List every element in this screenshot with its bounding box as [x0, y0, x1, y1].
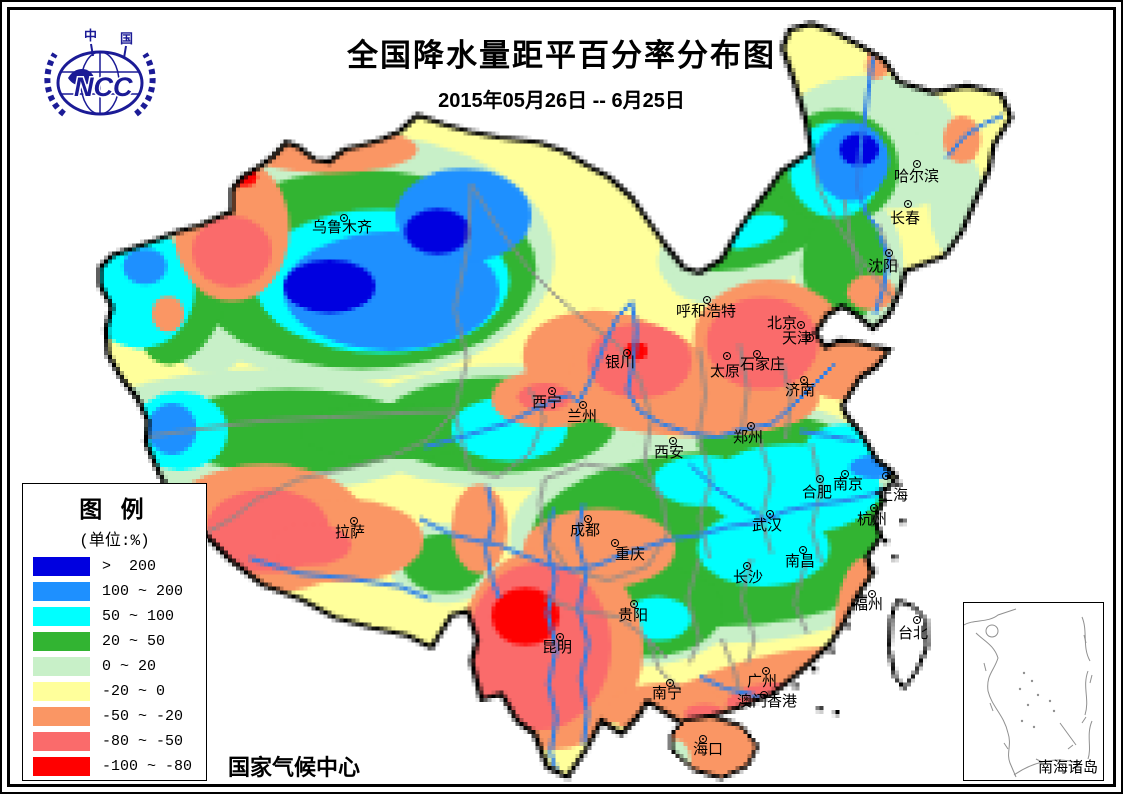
legend-box: 图 例 (单位:%) > 200 100 ~ 200 50 ~ 100 20 ~… — [22, 483, 207, 781]
legend-label: -100 ~ -80 — [102, 758, 193, 775]
logo-char-right: 国 — [120, 31, 133, 46]
legend-label: -20 ~ 0 — [102, 683, 166, 700]
continent-icon — [68, 68, 94, 86]
legend-swatch — [33, 732, 90, 751]
legend-row: 20 ~ 50 — [33, 629, 196, 654]
legend-label: -80 ~ -50 — [102, 733, 184, 750]
legend-row: 0 ~ 20 — [33, 654, 196, 679]
legend-rows: > 200 100 ~ 200 50 ~ 100 20 ~ 50 0 ~ 20 … — [33, 554, 196, 779]
flag-poles-icon — [90, 43, 127, 59]
legend-row: > 200 — [33, 554, 196, 579]
legend-label: 20 ~ 50 — [102, 633, 166, 650]
legend-swatch — [33, 607, 90, 626]
legend-row: -100 ~ -80 — [33, 754, 196, 779]
legend-row: -20 ~ 0 — [33, 679, 196, 704]
legend-label: 100 ~ 200 — [102, 583, 184, 600]
map-date-range: 2015年05月26日 -- 6月25日 — [438, 90, 685, 112]
legend-row: 100 ~ 200 — [33, 579, 196, 604]
islands-dots-icon — [1018, 671, 1056, 729]
legend-row: 50 ~ 100 — [33, 604, 196, 629]
logo-char-left: 中 — [84, 28, 97, 43]
map-title: 全国降水量距平百分率分布图 — [347, 38, 776, 73]
south-china-sea-map-icon — [963, 608, 1093, 778]
legend-row: -80 ~ -50 — [33, 729, 196, 754]
legend-swatch — [33, 582, 90, 601]
legend-row: -50 ~ -20 — [33, 704, 196, 729]
legend-swatch — [33, 557, 90, 576]
south-china-sea-inset: 南海诸岛 — [963, 602, 1104, 781]
legend-label: 0 ~ 20 — [102, 658, 157, 675]
legend-title: 图 例 — [79, 496, 150, 522]
legend-label: > 200 — [102, 558, 157, 575]
legend-swatch — [33, 632, 90, 651]
legend-swatch — [33, 707, 90, 726]
legend-swatch — [33, 682, 90, 701]
ncc-logo: 中 国 NCC — [44, 28, 156, 117]
legend-swatch — [33, 757, 90, 776]
legend-label: 50 ~ 100 — [102, 608, 175, 625]
inset-label: 南海诸岛 — [1037, 759, 1098, 776]
legend-swatch — [33, 657, 90, 676]
legend-label: -50 ~ -20 — [102, 708, 184, 725]
credit-text: 国家气候中心 — [228, 755, 361, 780]
logo-abbr: NCC — [74, 72, 133, 102]
legend-unit: (单位:%) — [79, 532, 150, 550]
